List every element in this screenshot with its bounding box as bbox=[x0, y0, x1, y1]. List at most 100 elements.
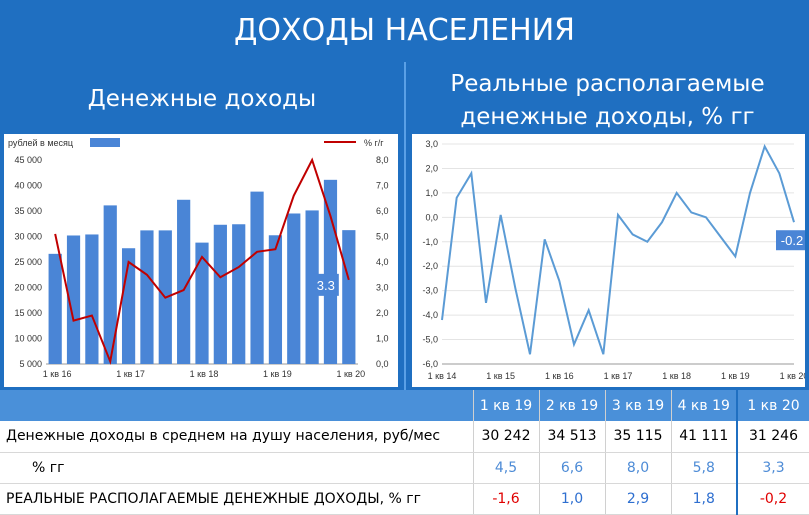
left-chart-title: Денежные доходы bbox=[87, 86, 317, 112]
income-table-grid: 1 кв 19 2 кв 19 3 кв 19 4 кв 19 1 кв 20 … bbox=[0, 390, 809, 515]
y-right-tick-label: 2,0 bbox=[376, 308, 389, 318]
right-chart-title: Реальные располагаемые денежные доходы, … bbox=[406, 68, 809, 134]
y-right-tick-label: 0,0 bbox=[376, 359, 389, 369]
income-chart-svg: 45 000 40 000 35 000 30 000 25 000 20 000 15 0… bbox=[8, 138, 389, 379]
y-right-tick-label: 3,0 bbox=[376, 283, 389, 293]
income-bar bbox=[140, 230, 154, 364]
table-cell: 34 513 bbox=[538, 421, 605, 453]
y-right-tick-label: 4,0 bbox=[376, 257, 389, 267]
table-cell: -0,2 bbox=[736, 483, 809, 515]
left-panel: Денежные доходы 45 000 40 000 35 000 30 000… bbox=[0, 62, 404, 390]
y-right-tick-label: 5,0 bbox=[376, 232, 389, 242]
yoy-line bbox=[54, 157, 350, 366]
right-chart-title-line1: Реальные располагаемые bbox=[450, 71, 765, 97]
y-left-tick-label: 35 000 bbox=[14, 206, 42, 216]
x-tick-label: 1 кв 19 bbox=[263, 369, 292, 379]
income-bar bbox=[250, 191, 264, 364]
table-row-label: РЕАЛЬНЫЕ РАСПОЛАГАЕМЫЕ ДЕНЕЖНЫЕ ДОХОДЫ, … bbox=[0, 483, 473, 515]
y-left-tick-label: 15 000 bbox=[14, 308, 42, 318]
y-tick-label: -6,0 bbox=[422, 359, 438, 369]
x-tick-label: 1 кв 15 bbox=[486, 371, 515, 381]
table-cell: 2,9 bbox=[604, 483, 671, 515]
table-row: РЕАЛЬНЫЕ РАСПОЛАГАЕМЫЕ ДЕНЕЖНЫЕ ДОХОДЫ, … bbox=[0, 483, 809, 515]
right-chart-title-line2: денежные доходы, % гг bbox=[460, 104, 755, 130]
table-row-label: Денежные доходы в среднем на душу населе… bbox=[0, 421, 473, 453]
x-tick-label: 1 кв 18 bbox=[190, 369, 219, 379]
table-header-row: 1 кв 19 2 кв 19 3 кв 19 4 кв 19 1 кв 20 bbox=[0, 390, 809, 421]
table-cell: -1,6 bbox=[472, 483, 539, 515]
table-row: % гг 4,5 6,6 8,0 5,8 3,3 bbox=[0, 452, 809, 484]
y-left-tick-label: 5 000 bbox=[19, 359, 42, 369]
income-chart: 45 000 40 000 35 000 30 000 25 000 20 000 15 0… bbox=[4, 134, 398, 387]
y-tick-label: -1,0 bbox=[422, 237, 438, 247]
income-bar bbox=[305, 210, 319, 364]
table-cell: 31 246 bbox=[736, 421, 809, 453]
x-tick-label: 1 кв 17 bbox=[116, 369, 145, 379]
income-bar bbox=[85, 234, 99, 364]
x-tick-label: 1 кв 16 bbox=[545, 371, 574, 381]
table-cell: 5,8 bbox=[670, 452, 737, 484]
income-bar bbox=[177, 199, 191, 364]
real-income-line bbox=[441, 143, 795, 355]
y-right-tick-label: 8,0 bbox=[376, 155, 389, 165]
end-label-box bbox=[776, 230, 808, 251]
y-tick-label: -3,0 bbox=[422, 286, 438, 296]
y-tick-label: 2,0 bbox=[425, 163, 438, 173]
y-tick-label: 0,0 bbox=[425, 212, 438, 222]
income-bar bbox=[323, 179, 338, 364]
y-tick-label: 3,0 bbox=[425, 139, 438, 149]
table-cell: 6,6 bbox=[538, 452, 605, 484]
table-cell: 8,0 bbox=[604, 452, 671, 484]
y-tick-label: -2,0 bbox=[422, 261, 438, 271]
table-cell: 35 115 bbox=[604, 421, 671, 453]
y-tick-label: -4,0 bbox=[422, 310, 438, 320]
income-bar bbox=[213, 224, 227, 364]
y-right-tick-label: 7,0 bbox=[376, 181, 389, 191]
table-header-cell: 4 кв 19 bbox=[670, 390, 737, 421]
table-header-cell: 1 кв 19 bbox=[472, 390, 539, 421]
right-panel: Реальные располагаемые денежные доходы, … bbox=[406, 62, 809, 390]
table-row-label: % гг bbox=[0, 452, 473, 484]
income-bar bbox=[195, 242, 209, 364]
legend-label-income: рублей в месяц bbox=[8, 138, 73, 148]
y-left-tick-label: 25 000 bbox=[14, 257, 42, 267]
y-tick-label: 1,0 bbox=[425, 188, 438, 198]
y-left-tick-label: 10 000 bbox=[14, 334, 42, 344]
x-tick-label: 1 кв 18 bbox=[662, 371, 691, 381]
x-tick-label: 1 кв 17 bbox=[604, 371, 633, 381]
y-right-tick-label: 1,0 bbox=[376, 334, 389, 344]
table-header-empty bbox=[0, 390, 473, 421]
table-cell: 41 111 bbox=[670, 421, 737, 453]
end-label: -0.2 bbox=[781, 233, 803, 248]
y-left-tick-label: 30 000 bbox=[14, 232, 42, 242]
y-right-tick-label: 6,0 bbox=[376, 206, 389, 216]
y-left-tick-label: 45 000 bbox=[14, 155, 42, 165]
table-cell: 4,5 bbox=[472, 452, 539, 484]
y-left-tick-label: 20 000 bbox=[14, 283, 42, 293]
x-tick-label: 1 кв 20 bbox=[336, 369, 365, 379]
real-income-chart: 3,0 2,0 1,0 0,0 -1,0 -2,0 -3,0 -4,0 -5,0 -6,0 1 кв… bbox=[412, 134, 808, 387]
income-bar bbox=[287, 213, 301, 364]
income-bar bbox=[103, 205, 117, 364]
table-row: Денежные доходы в среднем на душу населе… bbox=[0, 421, 809, 453]
x-tick-label: 1 кв 14 bbox=[428, 371, 457, 381]
x-tick-label: 1 кв 19 bbox=[721, 371, 750, 381]
income-bar bbox=[66, 235, 81, 364]
end-label: 3.3 bbox=[317, 278, 335, 293]
panel-divider bbox=[404, 62, 406, 390]
x-tick-label: 1 кв 16 bbox=[43, 369, 72, 379]
x-tick-label: 1 кв 20 bbox=[780, 371, 805, 381]
page-title: ДОХОДЫ НАСЕЛЕНИЯ bbox=[0, 0, 809, 60]
legend-label-yoy: % г/г bbox=[364, 138, 384, 148]
table-cell: 1,0 bbox=[538, 483, 605, 515]
real-income-chart-svg: 3,0 2,0 1,0 0,0 -1,0 -2,0 -3,0 -4,0 -5,0 -6,0 1 кв… bbox=[422, 139, 808, 381]
income-bar bbox=[268, 235, 283, 364]
income-bar bbox=[342, 230, 356, 364]
income-table: 1 кв 19 2 кв 19 3 кв 19 4 кв 19 1 кв 20 … bbox=[0, 390, 809, 515]
legend-swatch-income bbox=[90, 138, 120, 147]
table-header-cell: 1 кв 20 bbox=[736, 390, 809, 421]
table-cell: 3,3 bbox=[736, 452, 809, 484]
y-left-tick-label: 40 000 bbox=[14, 181, 42, 191]
table-cell: 30 242 bbox=[472, 421, 539, 453]
table-cell: 1,8 bbox=[670, 483, 737, 515]
